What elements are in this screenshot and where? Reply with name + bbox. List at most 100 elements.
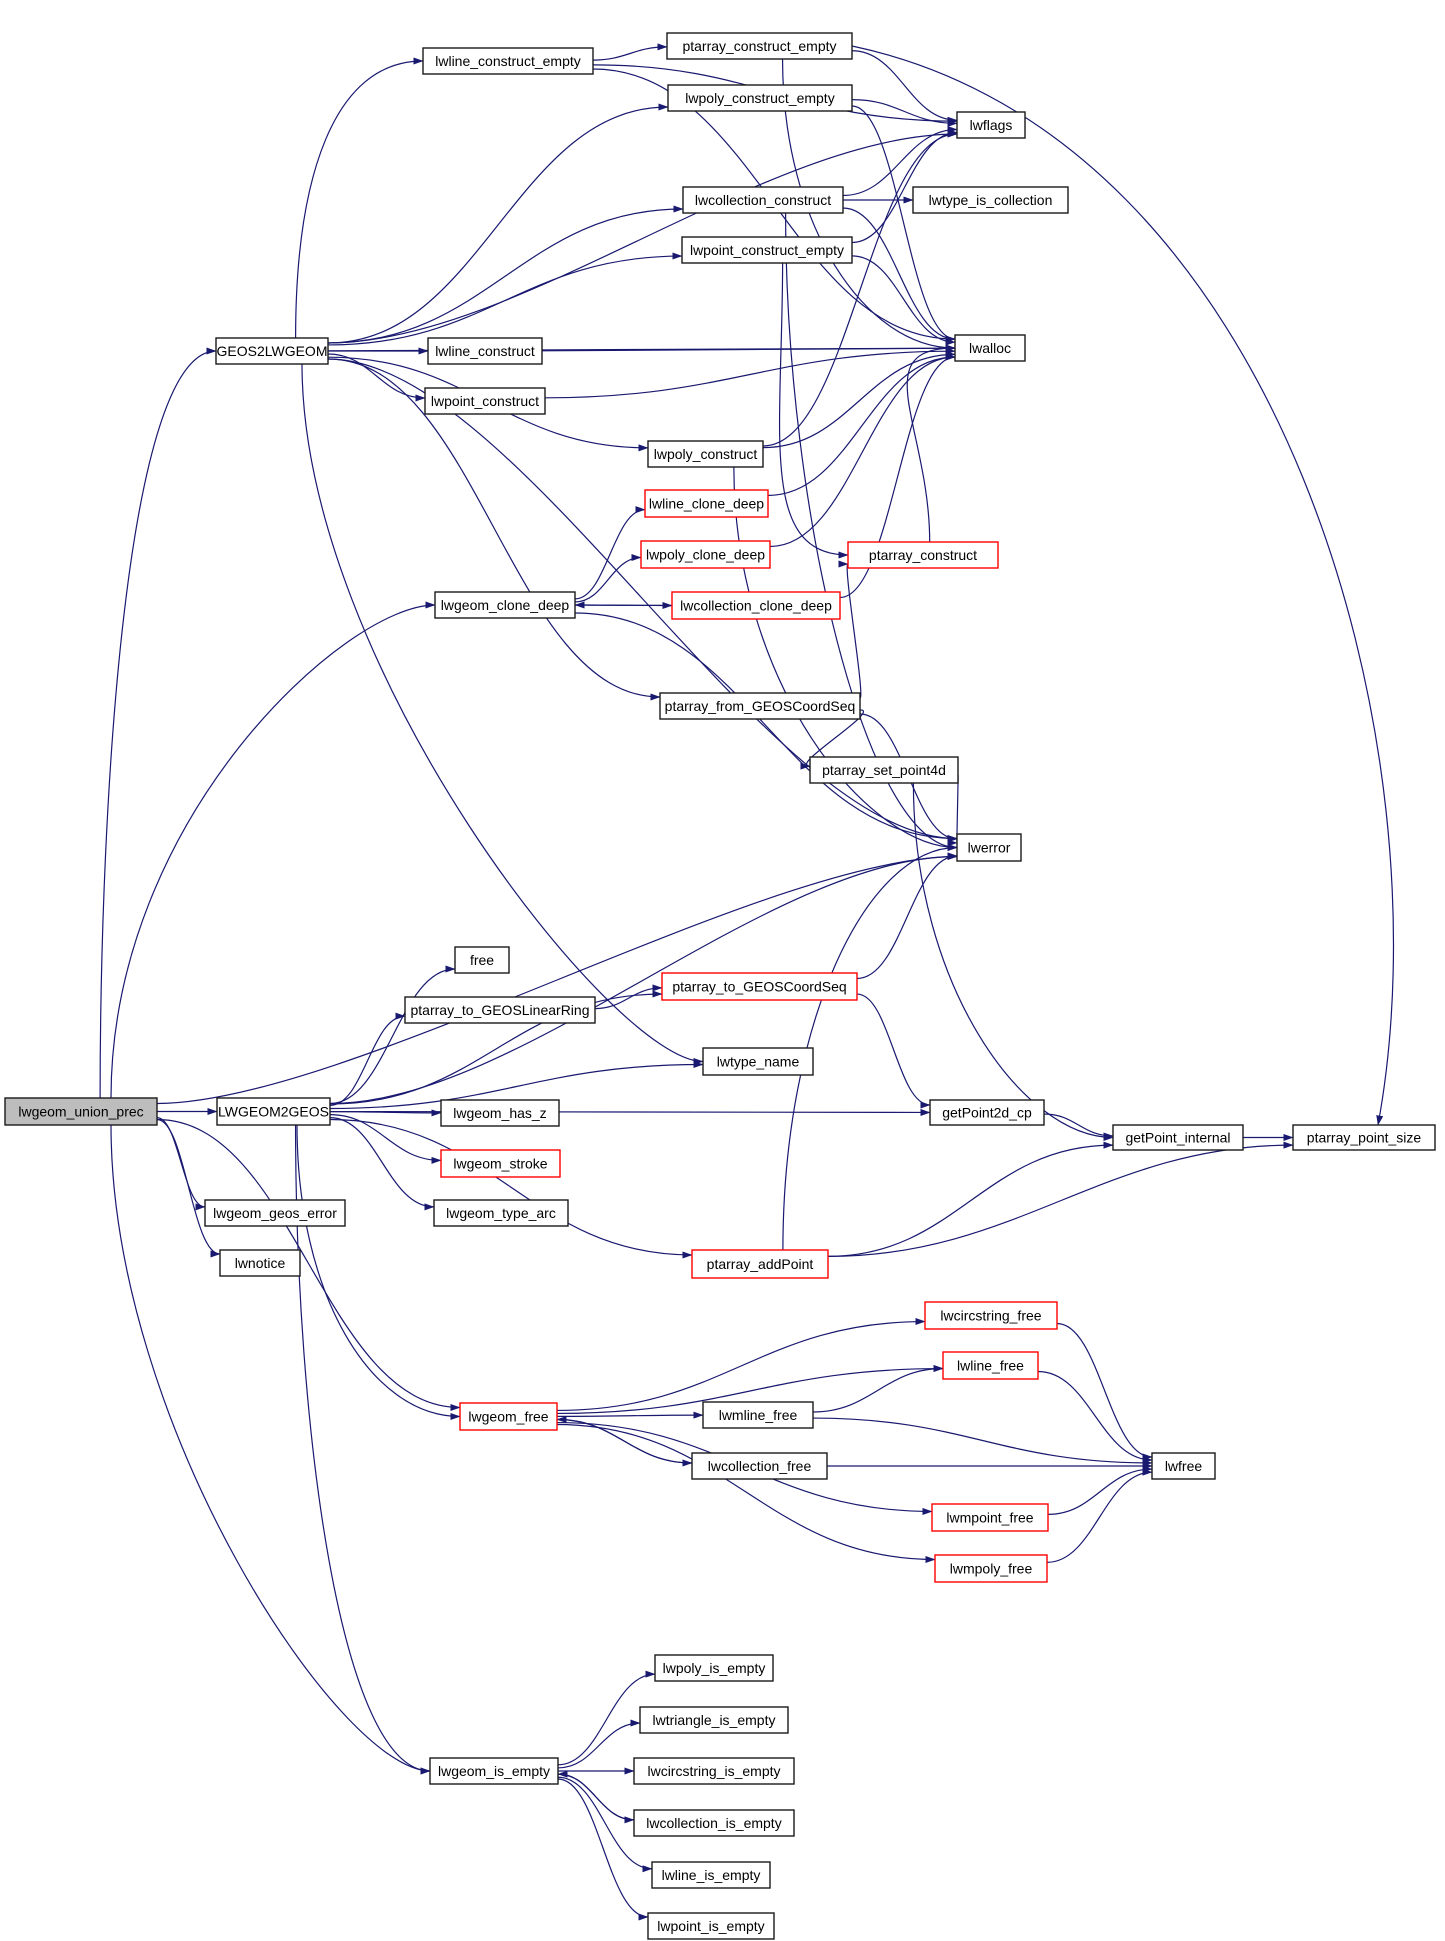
node-box xyxy=(219,1249,301,1277)
node-lwline_construct_empty[interactable]: lwline_construct_empty xyxy=(422,47,594,75)
node-free[interactable]: free xyxy=(454,946,510,974)
node-lwgeom_clone_deep[interactable]: lwgeom_clone_deep xyxy=(434,591,576,619)
node-lwtriangle_is_empty[interactable]: lwtriangle_is_empty xyxy=(639,1706,789,1734)
node-lwcircstring_is_empty[interactable]: lwcircstring_is_empty xyxy=(633,1757,795,1785)
node-ptarray_construct_empty[interactable]: ptarray_construct_empty xyxy=(666,32,853,60)
node-box xyxy=(433,1199,569,1227)
node-lwpoint_is_empty[interactable]: lwpoint_is_empty xyxy=(647,1912,775,1940)
edge-lwgeom_free-to-lwmline_free xyxy=(556,1411,704,1419)
node-box xyxy=(633,1757,795,1785)
node-label: lwline_free xyxy=(957,1358,1024,1374)
node-lwpoly_construct_empty[interactable]: lwpoly_construct_empty xyxy=(667,84,853,112)
edge-LWGEOM2GEOS-to-ptarray_to_GEOSCoordSeq xyxy=(329,990,663,1105)
edge-lwcollection_construct-to-lwflags xyxy=(842,126,958,197)
node-box xyxy=(1112,1124,1244,1151)
node-label: lwline_construct_empty xyxy=(435,53,581,69)
node-lwpoint_construct[interactable]: lwpoint_construct xyxy=(424,387,546,415)
edge-lwcollection_construct-to-lwerror xyxy=(785,212,958,851)
node-lwcollection_free[interactable]: lwcollection_free xyxy=(691,1452,828,1480)
node-lwcollection_is_empty[interactable]: lwcollection_is_empty xyxy=(633,1809,795,1837)
node-label: ptarray_construct_empty xyxy=(682,38,836,54)
node-label: lwgeom_union_prec xyxy=(18,1104,143,1120)
node-box xyxy=(847,541,999,569)
edge-lwmline_free-to-lwline_free xyxy=(812,1364,944,1413)
node-lwfree[interactable]: lwfree xyxy=(1151,1452,1216,1480)
node-ptarray_to_GEOSCoordSeq[interactable]: ptarray_to_GEOSCoordSeq xyxy=(661,972,858,1001)
node-lwpoly_construct[interactable]: lwpoly_construct xyxy=(647,440,764,468)
node-lwflags[interactable]: lwflags xyxy=(956,111,1026,139)
node-box xyxy=(1151,1452,1216,1480)
node-box xyxy=(654,1654,774,1682)
node-lwline_is_empty[interactable]: lwline_is_empty xyxy=(651,1861,771,1889)
node-LWGEOM2GEOS[interactable]: LWGEOM2GEOS xyxy=(216,1097,331,1126)
node-box xyxy=(633,1809,795,1837)
node-label: lwmpoly_free xyxy=(950,1561,1033,1577)
edge-lwgeom_is_empty-to-lwtriangle_is_empty xyxy=(557,1719,641,1769)
node-lwmline_free[interactable]: lwmline_free xyxy=(702,1401,814,1429)
edge-lwline_construct-to-lwalloc xyxy=(541,344,956,352)
node-lwline_free[interactable]: lwline_free xyxy=(942,1351,1039,1380)
node-lwgeom_geos_error[interactable]: lwgeom_geos_error xyxy=(204,1199,346,1227)
edge-ptarray_to_GEOSCoordSeq-to-lwerror xyxy=(856,852,958,980)
node-label: lwflags xyxy=(970,117,1013,133)
node-ptarray_to_GEOSLinearRing[interactable]: ptarray_to_GEOSLinearRing xyxy=(404,996,596,1024)
node-lwcollection_construct[interactable]: lwcollection_construct xyxy=(682,186,844,214)
node-box xyxy=(671,591,841,620)
node-label: lwline_clone_deep xyxy=(649,496,764,512)
node-lwgeom_union_prec[interactable]: lwgeom_union_prec xyxy=(4,1097,158,1126)
edge-ptarray_addPoint-to-ptarray_point_size xyxy=(827,1141,1294,1258)
node-ptarray_construct[interactable]: ptarray_construct xyxy=(847,541,999,569)
node-lwpoly_clone_deep[interactable]: lwpoly_clone_deep xyxy=(640,540,771,569)
node-lwtype_name[interactable]: lwtype_name xyxy=(702,1047,814,1076)
node-GEOS2LWGEOM[interactable]: GEOS2LWGEOM xyxy=(215,337,329,365)
node-box xyxy=(956,111,1026,139)
edge-lwgeom_union_prec-to-lwerror xyxy=(156,853,958,1105)
node-lwtype_is_collection[interactable]: lwtype_is_collection xyxy=(912,186,1069,214)
edge-lwpoly_construct-to-lwflags xyxy=(762,130,958,447)
node-lwcircstring_free[interactable]: lwcircstring_free xyxy=(924,1301,1058,1330)
edge-LWGEOM2GEOS-to-getPoint2d_cp xyxy=(329,1108,931,1116)
node-lwmpoly_free[interactable]: lwmpoly_free xyxy=(934,1554,1048,1583)
node-ptarray_point_size[interactable]: ptarray_point_size xyxy=(1292,1124,1436,1151)
node-lwpoint_construct_empty[interactable]: lwpoint_construct_empty xyxy=(681,236,853,264)
node-ptarray_from_GEOSCoordSeq[interactable]: ptarray_from_GEOSCoordSeq xyxy=(659,692,861,720)
node-lwgeom_free[interactable]: lwgeom_free xyxy=(459,1402,558,1431)
node-lwcollection_clone_deep[interactable]: lwcollection_clone_deep xyxy=(671,591,841,620)
node-label: ptarray_set_point4d xyxy=(822,762,946,778)
node-getPoint_internal[interactable]: getPoint_internal xyxy=(1112,1124,1244,1151)
node-label: lwgeom_clone_deep xyxy=(441,597,570,613)
node-ptarray_addPoint[interactable]: ptarray_addPoint xyxy=(691,1249,829,1279)
edge-GEOS2LWGEOM-to-lwflags xyxy=(327,130,958,344)
node-lwgeom_is_empty[interactable]: lwgeom_is_empty xyxy=(429,1757,559,1785)
edge-lwgeom_clone_deep-to-lwline_clone_deep xyxy=(574,506,646,600)
node-lwerror[interactable]: lwerror xyxy=(956,833,1022,862)
node-lwgeom_type_arc[interactable]: lwgeom_type_arc xyxy=(433,1199,569,1227)
node-lwgeom_stroke[interactable]: lwgeom_stroke xyxy=(440,1149,561,1178)
node-label: lwgeom_free xyxy=(468,1409,548,1425)
node-lwmpoint_free[interactable]: lwmpoint_free xyxy=(931,1503,1049,1532)
node-label: lwgeom_has_z xyxy=(453,1105,546,1121)
node-lwalloc[interactable]: lwalloc xyxy=(954,334,1026,362)
node-box xyxy=(644,489,769,518)
node-lwline_construct[interactable]: lwline_construct xyxy=(427,337,543,365)
node-lwline_clone_deep[interactable]: lwline_clone_deep xyxy=(644,489,769,518)
edge-LWGEOM2GEOS-to-lwerror xyxy=(329,853,958,1105)
node-label: lwfree xyxy=(1165,1458,1203,1474)
nodes-layer: lwline_construct_empty ptarray_construct_… xyxy=(4,32,1436,1940)
node-box xyxy=(934,1554,1048,1583)
node-lwgeom_has_z[interactable]: lwgeom_has_z xyxy=(440,1099,560,1127)
node-box xyxy=(667,84,853,112)
node-box xyxy=(681,236,853,264)
edge-LWGEOM2GEOS-to-ptarray_addPoint xyxy=(329,1118,693,1259)
node-label: lwcollection_clone_deep xyxy=(680,598,832,614)
node-label: lwcircstring_is_empty xyxy=(647,1763,780,1779)
node-ptarray_set_point4d[interactable]: ptarray_set_point4d xyxy=(809,756,959,784)
node-label: lwcollection_construct xyxy=(695,192,831,208)
node-lwpoly_is_empty[interactable]: lwpoly_is_empty xyxy=(654,1654,774,1682)
node-label: ptarray_point_size xyxy=(1307,1130,1422,1146)
node-box xyxy=(4,1097,158,1126)
node-box xyxy=(659,692,861,720)
node-lwnotice[interactable]: lwnotice xyxy=(219,1249,301,1277)
node-getPoint2d_cp[interactable]: getPoint2d_cp xyxy=(929,1099,1045,1126)
node-box xyxy=(216,1097,331,1126)
